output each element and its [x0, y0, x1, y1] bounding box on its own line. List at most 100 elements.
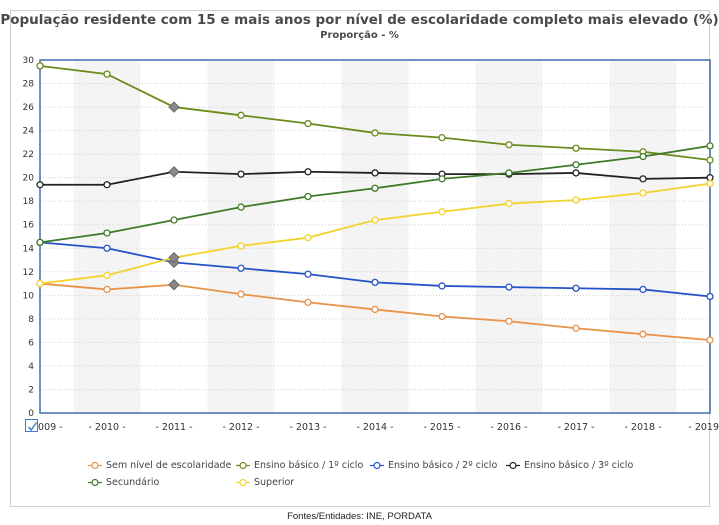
x-tick-label: - 2018 - — [624, 422, 661, 433]
y-tick-label: 16 — [23, 221, 35, 231]
x-tick-label: - 2010 - — [88, 422, 125, 433]
data-point[interactable] — [36, 181, 44, 189]
data-point[interactable] — [438, 134, 446, 142]
column-band — [341, 60, 409, 413]
column-band — [475, 60, 543, 413]
data-point[interactable] — [237, 170, 245, 178]
select-all-checkbox[interactable] — [25, 419, 38, 432]
data-point[interactable] — [505, 317, 513, 325]
chart-title: População residente com 15 e mais anos p… — [0, 12, 719, 28]
y-tick-label: 6 — [28, 338, 34, 348]
x-tick-label: - 2015 - — [423, 422, 460, 433]
data-point[interactable] — [371, 216, 379, 224]
data-point[interactable] — [36, 238, 44, 247]
series-points — [36, 62, 714, 344]
data-point[interactable] — [572, 161, 580, 169]
data-point[interactable] — [103, 181, 111, 189]
data-point[interactable] — [103, 285, 111, 294]
data-point[interactable] — [505, 141, 513, 149]
data-point[interactable] — [706, 292, 714, 301]
data-point[interactable] — [639, 152, 647, 161]
legend-marker-icon — [506, 461, 520, 470]
data-point[interactable] — [237, 264, 245, 272]
y-tick-label: 20 — [23, 174, 35, 184]
data-point[interactable] — [237, 111, 245, 119]
data-point[interactable] — [572, 144, 580, 152]
data-point[interactable] — [706, 174, 714, 182]
data-point[interactable] — [170, 216, 178, 224]
data-point[interactable] — [572, 169, 580, 177]
data-point[interactable] — [304, 270, 312, 278]
legend-item[interactable]: Secundário — [88, 477, 159, 488]
data-point[interactable] — [237, 242, 245, 250]
legend-item[interactable]: Superior — [236, 477, 294, 488]
data-point[interactable] — [639, 189, 647, 197]
y-tick-label: 12 — [23, 268, 34, 278]
legend-item[interactable]: Sem nível de escolaridade — [88, 460, 231, 471]
data-point[interactable] — [639, 330, 647, 338]
data-point[interactable] — [36, 279, 44, 288]
data-point-highlighted — [168, 279, 180, 291]
x-tick-label: - 2014 - — [356, 422, 393, 433]
plot-border — [39, 59, 711, 414]
data-point[interactable] — [304, 298, 312, 307]
legend-label: Superior — [254, 477, 295, 488]
data-point[interactable] — [237, 290, 245, 298]
data-point[interactable] — [706, 142, 714, 150]
x-tick-label: - 2017 - — [557, 422, 594, 433]
x-tick-label: 2009 - — [32, 422, 63, 433]
data-point[interactable] — [103, 70, 111, 78]
y-tick-label: 30 — [23, 56, 35, 66]
y-tick-label: 10 — [23, 291, 35, 301]
y-tick-label: 14 — [23, 244, 35, 254]
x-tick-label: - 2012 - — [222, 422, 259, 433]
data-point[interactable] — [438, 282, 446, 290]
data-point[interactable] — [371, 305, 379, 314]
y-tick-label: 28 — [23, 80, 35, 90]
column-bands — [73, 60, 677, 413]
data-point[interactable] — [639, 175, 647, 183]
data-point[interactable] — [572, 284, 580, 292]
data-point[interactable] — [371, 169, 379, 177]
data-point[interactable] — [572, 324, 580, 332]
data-point[interactable] — [438, 175, 446, 183]
legend-item[interactable]: Ensino básico / 3º ciclo — [506, 460, 633, 471]
y-tick-label: 18 — [23, 197, 35, 207]
data-point[interactable] — [304, 192, 312, 201]
legend-label: Ensino básico / 3º ciclo — [524, 460, 634, 471]
data-point[interactable] — [371, 278, 379, 287]
data-point[interactable] — [438, 312, 446, 321]
data-point[interactable] — [103, 244, 111, 252]
data-point[interactable] — [706, 336, 714, 344]
data-point[interactable] — [304, 168, 312, 176]
data-point[interactable] — [505, 169, 513, 177]
data-point[interactable] — [371, 129, 379, 137]
legend-marker-icon — [88, 478, 102, 487]
data-point-highlighted — [168, 101, 180, 113]
data-point[interactable] — [304, 119, 312, 128]
data-point[interactable] — [706, 156, 714, 164]
x-tick-label: - 2013 - — [289, 422, 326, 433]
data-point[interactable] — [572, 196, 580, 204]
legend-marker-icon — [88, 461, 102, 470]
axes — [39, 59, 711, 414]
data-point[interactable] — [36, 62, 44, 70]
data-point[interactable] — [505, 283, 513, 291]
data-point[interactable] — [237, 203, 245, 211]
data-point[interactable] — [371, 184, 379, 192]
data-point[interactable] — [706, 179, 714, 188]
data-point[interactable] — [438, 208, 446, 216]
data-point-highlighted — [168, 166, 180, 178]
data-point[interactable] — [639, 285, 647, 294]
data-point[interactable] — [304, 234, 312, 242]
y-tick-label: 26 — [23, 103, 35, 113]
legend-label: Secundário — [106, 477, 160, 488]
data-point[interactable] — [505, 199, 513, 208]
legend-item[interactable]: Ensino básico / 1º ciclo — [236, 460, 363, 471]
column-band — [609, 60, 677, 413]
data-point[interactable] — [103, 271, 111, 279]
legend-label: Ensino básico / 1º ciclo — [254, 460, 364, 471]
legend-item[interactable]: Ensino básico / 2º ciclo — [370, 460, 497, 471]
data-point[interactable] — [103, 229, 111, 237]
